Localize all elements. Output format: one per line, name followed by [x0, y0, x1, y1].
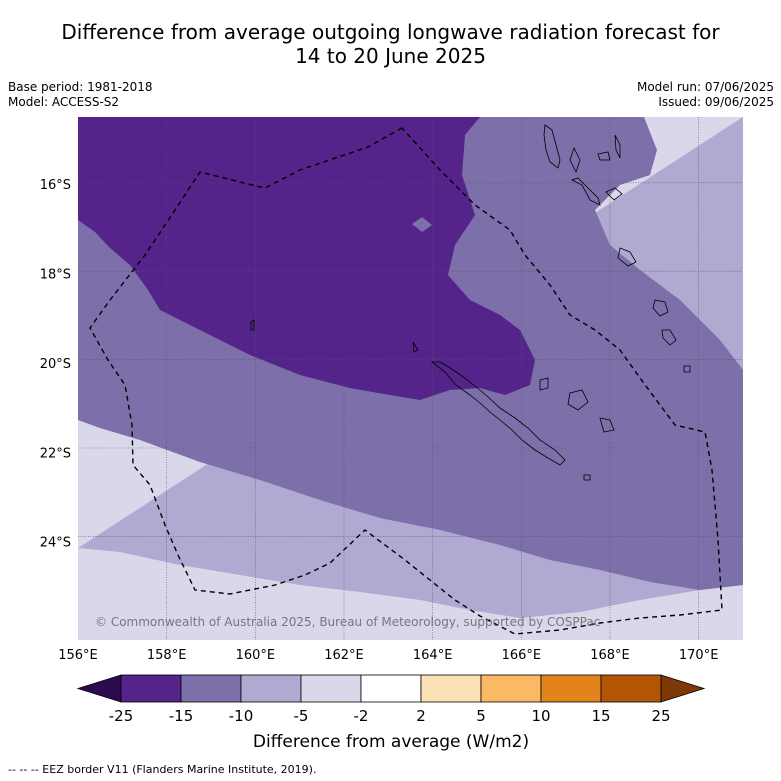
meta-right: Model run: 07/06/2025 Issued: 09/06/2025	[637, 80, 774, 110]
colorbar-segment	[360, 674, 422, 703]
map-title: Difference from average outgoing longwav…	[0, 20, 781, 68]
axis-labels: 156°E 158°E 160°E 162°E 164°E 166°E 168°E 170°E…	[40, 178, 719, 663]
lat-label: 22°S	[40, 446, 71, 461]
colorbar-tick-label: 10	[531, 707, 550, 725]
colorbar-tick-label: -5	[294, 707, 309, 725]
lon-label: 166°E	[502, 648, 542, 663]
new-caledonia-coastline	[430, 361, 566, 466]
colorbar-tick-label: 2	[416, 707, 426, 725]
lat-label: 16°S	[40, 178, 71, 193]
islands	[250, 124, 691, 481]
eez-border	[89, 127, 723, 635]
colorbar-tick-label: -15	[169, 707, 194, 725]
colorbar-segment	[480, 674, 542, 703]
colorbar-tick-label: 5	[476, 707, 486, 725]
gridlines	[78, 117, 743, 640]
title-line-2: 14 to 20 June 2025	[295, 44, 486, 68]
colorbar-tick-label: 15	[591, 707, 610, 725]
lon-label: 170°E	[679, 648, 719, 663]
colorbar-segment	[540, 674, 602, 703]
colorbar-segment	[240, 674, 302, 703]
base-period: Base period: 1981-2018	[8, 80, 153, 94]
eez-footer-note: -- -- -- EEZ border V11 (Flanders Marine…	[8, 763, 317, 776]
lon-label: 168°E	[590, 648, 630, 663]
lon-label: 164°E	[413, 648, 453, 663]
band-minus15-to-minus25	[78, 117, 535, 400]
colorbar-label: Difference from average (W/m2)	[253, 732, 529, 752]
colorbar-extend-high	[660, 674, 706, 703]
map-area: © Commonwealth of Australia 2025, Bureau…	[78, 117, 743, 640]
colorbar-extend-low	[76, 674, 122, 703]
colorbar-segment	[180, 674, 242, 703]
lat-label: 20°S	[40, 357, 71, 372]
lat-label: 24°S	[40, 536, 71, 551]
colorbar-segment	[600, 674, 662, 703]
colorbar-tick-label: -10	[229, 707, 254, 725]
lat-label: 18°S	[40, 267, 71, 282]
small-patch	[412, 217, 432, 232]
colorbar-tick-label: -2	[354, 707, 369, 725]
colorbar-tick-label: 25	[651, 707, 670, 725]
lon-label: 156°E	[58, 648, 98, 663]
lon-label: 160°E	[236, 648, 276, 663]
lon-label: 158°E	[147, 648, 187, 663]
colorbar-segment	[120, 674, 182, 703]
issued-date: Issued: 09/06/2025	[658, 95, 774, 109]
colorbar-segment	[420, 674, 482, 703]
meta-left: Base period: 1981-2018 Model: ACCESS-S2	[8, 80, 153, 110]
title-line-1: Difference from average outgoing longwav…	[61, 20, 720, 44]
lon-label: 162°E	[324, 648, 364, 663]
model-run: Model run: 07/06/2025	[636, 80, 774, 94]
colorbar-tick-label: -25	[109, 707, 134, 725]
copyright-notice: © Commonwealth of Australia 2025, Bureau…	[95, 615, 600, 629]
model-name: Model: ACCESS-S2	[8, 95, 120, 109]
colorbar-segment	[300, 674, 362, 703]
